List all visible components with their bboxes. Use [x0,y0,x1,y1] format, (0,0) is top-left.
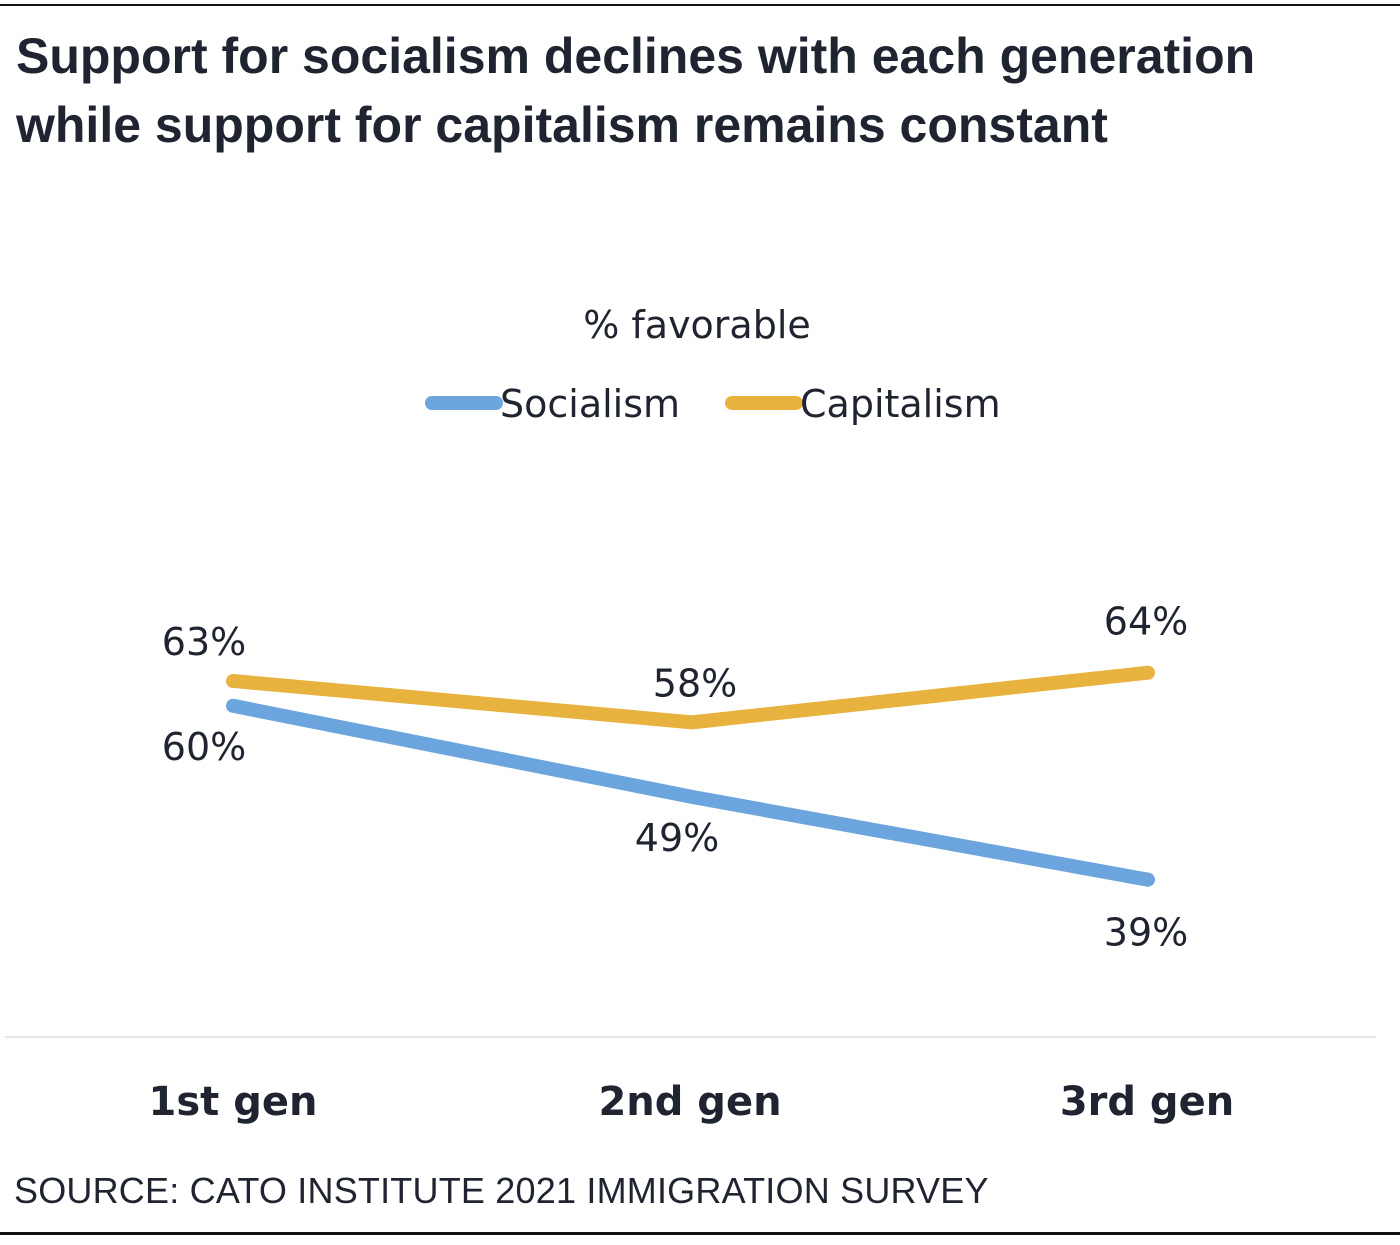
top-rule [0,4,1400,6]
data-label-capitalism-3: 64% [1104,600,1188,644]
legend: Socialism Capitalism [425,382,1001,426]
data-label-capitalism-1: 63% [162,620,246,664]
chart-title: Support for socialism declines with each… [16,28,1256,153]
bottom-rule [0,1232,1400,1235]
data-label-socialism-2: 49% [635,816,719,860]
x-tick-label: 2nd gen [598,1079,781,1125]
source-note: SOURCE: CATO INSTITUTE 2021 IMMIGRATION … [14,1170,989,1211]
x-tick-label: 1st gen [149,1079,318,1125]
data-label-socialism-1: 60% [162,725,246,769]
data-label-capitalism-2: 58% [653,661,737,705]
chart-subtitle: % favorable [583,303,811,347]
data-label-socialism-3: 39% [1104,911,1188,955]
legend-label-capitalism: Capitalism [800,382,1001,426]
legend-label-socialism: Socialism [500,382,680,426]
x-tick-label: 3rd gen [1060,1079,1234,1125]
